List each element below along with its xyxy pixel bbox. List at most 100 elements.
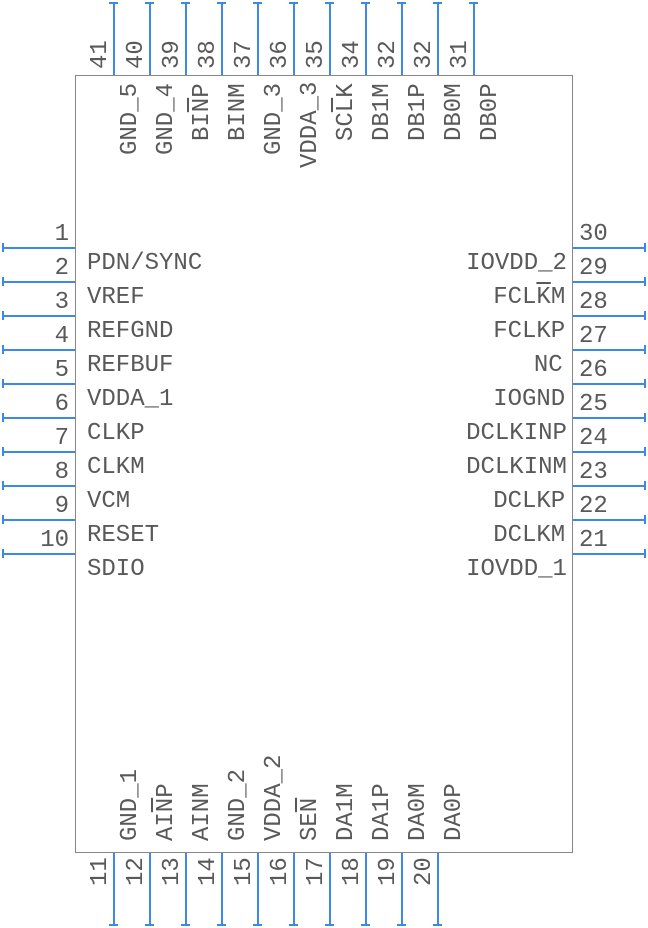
pin-num-bottom-12: 12 — [123, 857, 150, 886]
pin-label-bottom-12: AINP — [153, 783, 180, 841]
pin-tick-top-34 — [361, 2, 370, 4]
pin-label-right-26: IOGND — [493, 386, 565, 413]
pin-label-top-38: BINM — [225, 84, 252, 142]
pin-label-left-1: PDN/SYNC — [87, 250, 202, 277]
pin-label-top-39: BINP — [189, 84, 216, 142]
pin-num-top-39: 39 — [159, 40, 186, 69]
pin-num-top-35: 35 — [303, 40, 330, 69]
pin-label-right-30: IOVDD_2 — [466, 250, 567, 277]
pin-num-right-29: 29 — [579, 255, 608, 282]
pin-label-right-27: NC — [534, 352, 563, 379]
pin-label-right-24: DCLKINM — [466, 454, 567, 481]
pin-num-top-40: 40 — [123, 40, 150, 69]
pin-num-bottom-14: 14 — [195, 857, 222, 886]
pin-label-left-3: REFGND — [87, 318, 173, 345]
pin-num-left-6: 6 — [8, 391, 69, 418]
pin-num-top-36: 36 — [267, 40, 294, 69]
pin-label-top-41: GND_5 — [117, 83, 144, 155]
pin-tick-bottom-17 — [325, 924, 334, 926]
pin-label-top-34: DB1M — [369, 84, 396, 142]
pin-label-left-2: VREF — [87, 284, 145, 311]
pin-tick-right-29 — [644, 277, 646, 286]
pin-label-left-9: RESET — [87, 522, 159, 549]
pin-tick-bottom-18 — [361, 924, 370, 926]
pin-num-left-8: 8 — [8, 459, 69, 486]
pin-num-right-25: 25 — [579, 391, 608, 418]
pin-tick-right-22 — [644, 515, 646, 524]
pin-label-top-32: DB0M — [441, 84, 468, 142]
pin-num-top-32: 32 — [411, 40, 438, 69]
pin-label-left-5: VDDA_1 — [87, 386, 173, 413]
pin-tick-right-24 — [644, 447, 646, 456]
pin-tick-right-27 — [644, 345, 646, 354]
pin-tick-top-35 — [325, 2, 334, 4]
pin-label-right-21: IOVDD_1 — [466, 556, 567, 583]
pin-num-left-7: 7 — [8, 425, 69, 452]
pin-label-left-10: SDIO — [87, 556, 145, 583]
pin-label-top-36: VDDA_3 — [297, 82, 324, 168]
pin-tick-left-10 — [2, 549, 4, 558]
pin-label-bottom-17: DA1M — [333, 783, 360, 841]
pin-tick-top-37 — [253, 2, 262, 4]
pin-num-right-23: 23 — [579, 459, 608, 486]
pin-tick-top-38 — [217, 2, 226, 4]
pin-tick-top-41 — [109, 2, 118, 4]
pin-tick-top-36 — [289, 2, 298, 4]
pin-num-left-2: 2 — [8, 255, 69, 282]
pin-num-right-27: 27 — [579, 323, 608, 350]
pin-tick-right-26 — [644, 379, 646, 388]
pin-tick-right-30 — [644, 243, 646, 252]
pin-tick-bottom-15 — [253, 924, 262, 926]
pin-num-bottom-18: 18 — [339, 857, 366, 886]
pin-num-top-41: 41 — [87, 40, 114, 69]
pin-tick-bottom-11 — [109, 924, 118, 926]
pin-label-bottom-15: VDDA_2 — [261, 755, 288, 841]
pin-tick-bottom-20 — [433, 924, 442, 926]
pin-num-top-37: 37 — [231, 40, 258, 69]
pin-tick-bottom-19 — [397, 924, 406, 926]
pin-tick-left-4 — [2, 345, 4, 354]
pin-num-bottom-15: 15 — [231, 857, 258, 886]
pin-label-left-6: CLKP — [87, 420, 145, 447]
pin-tick-left-9 — [2, 515, 4, 524]
pin-label-right-22: DCLKM — [493, 522, 565, 549]
pin-num-bottom-17: 17 — [303, 857, 330, 886]
pin-tick-top-32 — [397, 2, 406, 4]
pin-tick-bottom-12 — [145, 924, 154, 926]
pin-label-bottom-19: DA0M — [405, 783, 432, 841]
pin-tick-left-7 — [2, 447, 4, 456]
pin-num-right-22: 22 — [579, 493, 608, 520]
pin-label-top-40: GND_4 — [153, 83, 180, 155]
pin-label-bottom-13: AINM — [189, 783, 216, 841]
pin-tick-left-6 — [2, 413, 4, 422]
pin-label-right-28: FCLKP — [493, 318, 565, 345]
pin-tick-right-21 — [644, 549, 646, 558]
pin-num-left-4: 4 — [8, 323, 69, 350]
pin-tick-top-39 — [181, 2, 190, 4]
pin-tick-right-25 — [644, 413, 646, 422]
pin-tick-left-5 — [2, 379, 4, 388]
pin-tick-left-8 — [2, 481, 4, 490]
pin-label-bottom-20: DA0P — [441, 783, 468, 841]
pin-label-top-37: GND_3 — [261, 83, 288, 155]
pin-num-top-32: 32 — [375, 40, 402, 69]
pin-tick-bottom-16 — [289, 924, 298, 926]
pin-tick-left-3 — [2, 311, 4, 320]
pin-tick-top-40 — [145, 2, 154, 4]
pin-label-top-31: DB0P — [477, 84, 504, 142]
pin-num-right-21: 21 — [579, 527, 608, 554]
pin-label-bottom-11: GND_1 — [117, 769, 144, 841]
pin-label-left-4: REFBUF — [87, 352, 173, 379]
pin-num-left-9: 9 — [8, 493, 69, 520]
pin-num-right-26: 26 — [579, 357, 608, 384]
pin-num-left-5: 5 — [8, 357, 69, 384]
pin-label-right-25: DCLKINP — [466, 420, 567, 447]
pin-tick-top-32 — [433, 2, 442, 4]
pin-label-top-32: DB1P — [405, 84, 432, 142]
pin-label-right-23: DCLKP — [493, 488, 565, 515]
pin-num-top-31: 31 — [447, 40, 474, 69]
pin-num-bottom-19: 19 — [375, 857, 402, 886]
pin-tick-left-1 — [2, 243, 4, 252]
pin-num-right-30: 30 — [579, 221, 608, 248]
pin-label-bottom-14: GND_2 — [225, 769, 252, 841]
